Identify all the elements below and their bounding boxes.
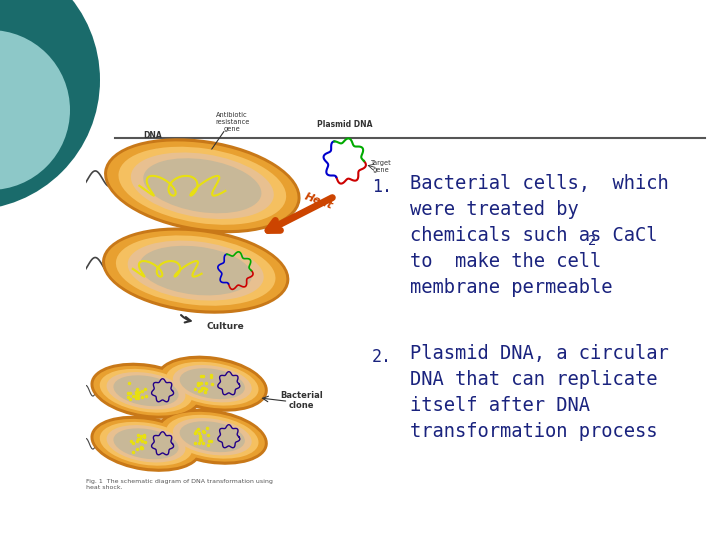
Text: were treated by: were treated by [410, 200, 579, 219]
Ellipse shape [160, 359, 265, 409]
Text: Heat: Heat [302, 191, 334, 211]
Ellipse shape [140, 246, 252, 295]
Text: chemicals such as CaCl: chemicals such as CaCl [410, 226, 657, 245]
Ellipse shape [173, 365, 252, 402]
Ellipse shape [166, 362, 258, 406]
Text: Bacterial cells,  which: Bacterial cells, which [410, 174, 669, 193]
Ellipse shape [173, 418, 252, 455]
Ellipse shape [157, 356, 268, 411]
Text: DNA that can replicate: DNA that can replicate [410, 370, 657, 389]
Text: DNA: DNA [143, 131, 162, 140]
Circle shape [0, 30, 70, 190]
Ellipse shape [104, 138, 300, 233]
Ellipse shape [143, 158, 261, 213]
Ellipse shape [166, 415, 258, 458]
Text: Antibiotic
resistance
gene: Antibiotic resistance gene [215, 112, 249, 132]
Ellipse shape [107, 141, 297, 230]
Ellipse shape [131, 152, 274, 219]
Text: Plasmid DNA: Plasmid DNA [317, 120, 372, 130]
Ellipse shape [127, 241, 264, 301]
Ellipse shape [105, 231, 287, 310]
Ellipse shape [157, 409, 268, 465]
Text: Fig. 1  The schematic diagram of DNA transformation using
heat shock.: Fig. 1 The schematic diagram of DNA tran… [86, 479, 274, 490]
Ellipse shape [94, 366, 199, 416]
Ellipse shape [100, 422, 192, 465]
Ellipse shape [91, 416, 202, 472]
Ellipse shape [91, 363, 202, 419]
Ellipse shape [180, 421, 245, 452]
Ellipse shape [114, 375, 179, 406]
Ellipse shape [116, 235, 276, 306]
Text: to  make the cell: to make the cell [410, 252, 601, 271]
Ellipse shape [94, 419, 199, 469]
Text: 2: 2 [588, 234, 596, 248]
Ellipse shape [160, 412, 265, 462]
Ellipse shape [100, 369, 192, 413]
Text: transformation process: transformation process [410, 422, 657, 441]
Ellipse shape [180, 368, 245, 399]
Ellipse shape [119, 147, 286, 225]
Text: 1.: 1. [372, 178, 392, 196]
Text: Target
gene: Target gene [371, 160, 392, 173]
Circle shape [0, 0, 100, 210]
Text: Plasmid DNA, a circular: Plasmid DNA, a circular [410, 344, 669, 363]
Ellipse shape [107, 425, 186, 462]
Text: itself after DNA: itself after DNA [410, 396, 590, 415]
Ellipse shape [114, 428, 179, 459]
Text: Culture: Culture [207, 322, 244, 331]
Text: membrane permeable: membrane permeable [410, 278, 613, 297]
Text: Bacterial
clone: Bacterial clone [280, 391, 323, 410]
Text: 2.: 2. [372, 348, 392, 366]
Ellipse shape [102, 227, 289, 314]
Ellipse shape [107, 372, 186, 409]
